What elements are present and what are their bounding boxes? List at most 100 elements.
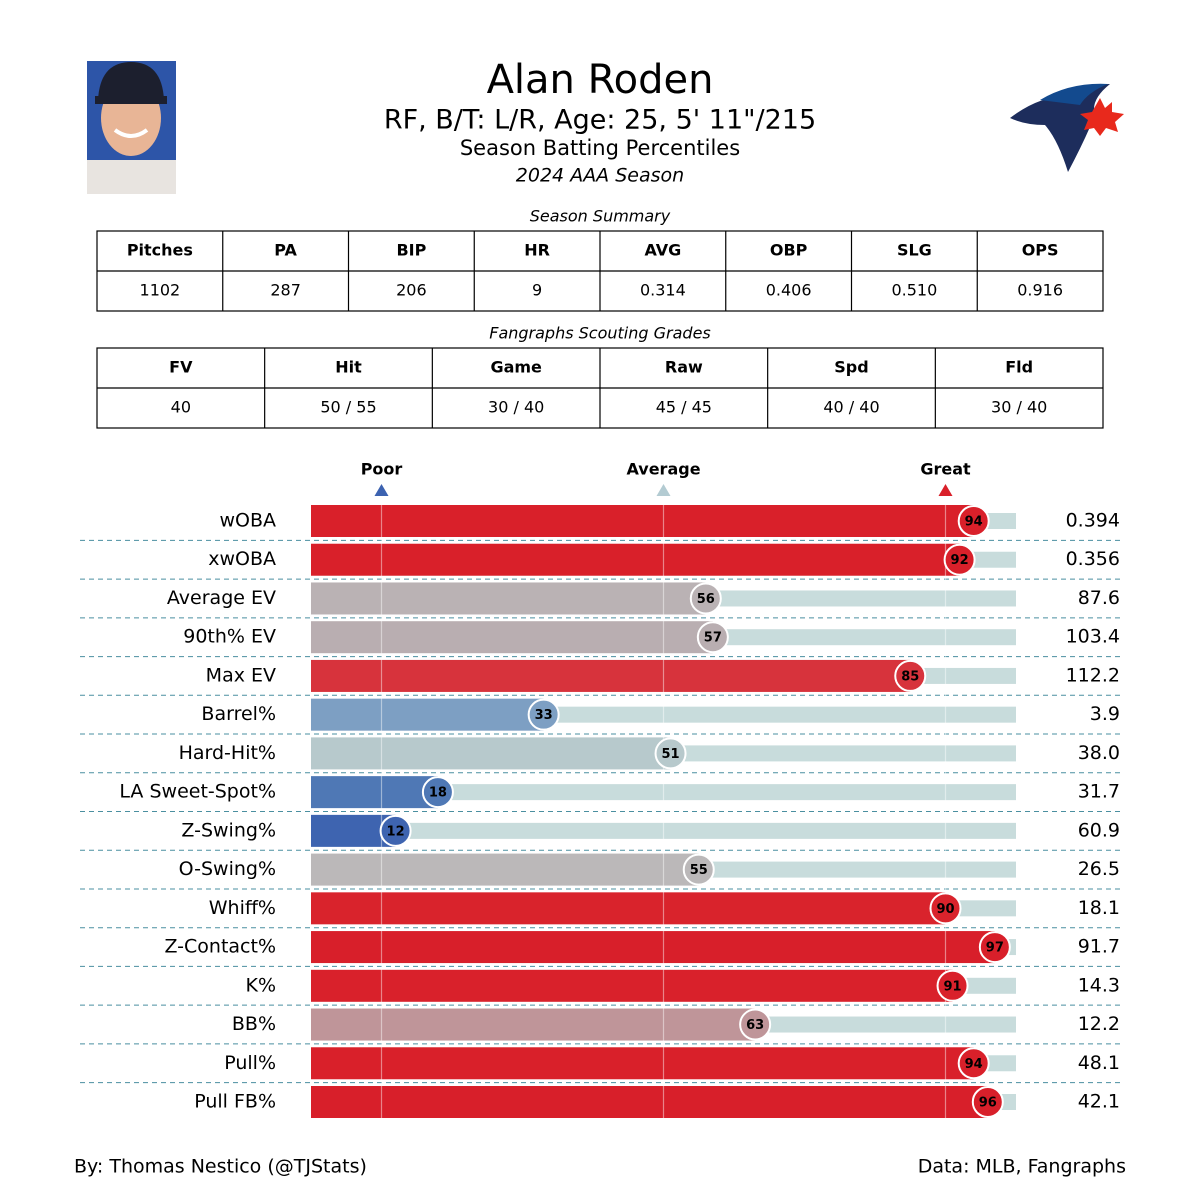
table-caption: Fangraphs Scouting Grades [489,324,711,343]
category-label: K% [245,974,276,996]
table-header: BIP [396,241,426,260]
percentile-dot [379,814,412,847]
tick-marker [656,484,671,496]
percentile-dot [957,505,990,537]
bar [311,1047,974,1080]
bar [311,892,946,925]
percentile-dot [739,1008,772,1041]
metric-value: 103.4 [1066,626,1120,648]
percentile-dot [943,543,976,576]
table-header: FV [169,358,193,377]
table-cell: 206 [396,281,427,300]
percentile-label: 55 [690,863,708,878]
percentile-dot [527,698,560,731]
table-header: PA [274,241,297,260]
metric-value: 48.1 [1078,1052,1120,1074]
category-label: Z-Contact% [164,936,276,958]
table-cell: 1102 [140,281,181,300]
category-label: Pull FB% [194,1091,276,1113]
metric-value: 3.9 [1090,703,1120,725]
percentile-label: 97 [986,941,1004,956]
tick-label: Poor [361,460,403,479]
table-cell: 40 [171,398,191,417]
metric-value: 42.1 [1078,1091,1120,1113]
metric-value: 91.7 [1078,936,1120,958]
table-header: Raw [665,358,703,377]
percentile-label: 18 [429,786,447,801]
percentile-label: 94 [965,515,983,530]
percentile-label: 51 [662,747,680,762]
percentile-dot [978,931,1011,964]
bar [311,621,713,654]
metric-value: 38.0 [1078,742,1120,764]
table-caption: Season Summary [530,207,671,226]
bar [311,543,960,576]
table-cell: 30 / 40 [991,398,1047,417]
category-label: BB% [232,1013,276,1035]
track [311,822,1016,839]
player-photo [87,61,176,194]
table-header: Hit [335,358,362,377]
category-label: 90th% EV [183,626,276,648]
metric-value: 112.2 [1066,664,1120,686]
table-header: HR [524,241,550,260]
table-header: Game [490,358,542,377]
bar [311,582,706,615]
metric-value: 12.2 [1078,1013,1120,1035]
metric-value: 31.7 [1078,781,1120,803]
table-cell: 0.406 [766,281,812,300]
table-header: Pitches [127,241,193,260]
metric-value: 18.1 [1078,897,1120,919]
bar [311,698,544,731]
table-cell: 0.314 [640,281,686,300]
category-label: Average EV [167,587,276,609]
percentile-label: 33 [535,708,553,723]
bar [311,1086,988,1118]
percentile-label: 12 [387,824,405,839]
category-label: Max EV [206,664,276,686]
table-header: OPS [1022,241,1059,260]
bar [311,853,699,886]
bar [311,737,671,770]
metric-value: 60.9 [1078,819,1120,841]
metric-value: 87.6 [1078,587,1120,609]
season: 2024 AAA Season [516,165,684,187]
percentile-dot [894,659,927,692]
percentile-dot [971,1086,1004,1118]
percentile-label: 96 [979,1096,997,1111]
bar [311,659,911,692]
table-header: AVG [644,241,681,260]
subtitle: RF, B/T: L/R, Age: 25, 5' 11"/215 [384,105,816,136]
metric-value: 26.5 [1078,858,1120,880]
table-header: OBP [770,241,808,260]
tick-marker [374,484,389,496]
percentile-label: 94 [965,1057,983,1072]
percentile-dot [654,737,687,770]
category-label: Pull% [224,1052,276,1074]
percentile-label: 90 [936,902,954,917]
percentile-dot [936,969,969,1002]
bar [311,969,953,1002]
team-logo [1010,83,1124,172]
metric-value: 14.3 [1078,974,1120,996]
category-label: Hard-Hit% [179,742,276,764]
percentile-dot [689,582,722,615]
table-cell: 0.510 [891,281,937,300]
tick-marker [938,484,953,496]
percentile-dot [682,853,715,886]
category-label: O-Swing% [179,858,276,880]
percentile-dot [421,776,454,809]
footer-right: Data: MLB, Fangraphs [918,1156,1126,1178]
table-header: SLG [897,241,932,260]
metric-value: 0.394 [1066,510,1120,532]
percentile-dot [929,892,962,925]
percentile-label: 63 [746,1018,764,1033]
percentile-label: 57 [704,631,722,646]
table-cell: 0.916 [1017,281,1063,300]
percentile-label: 85 [901,669,919,684]
percentile-label: 56 [697,592,715,607]
table-cell: 287 [270,281,301,300]
percentile-dot [957,1047,990,1080]
percentile-dot [696,621,729,654]
